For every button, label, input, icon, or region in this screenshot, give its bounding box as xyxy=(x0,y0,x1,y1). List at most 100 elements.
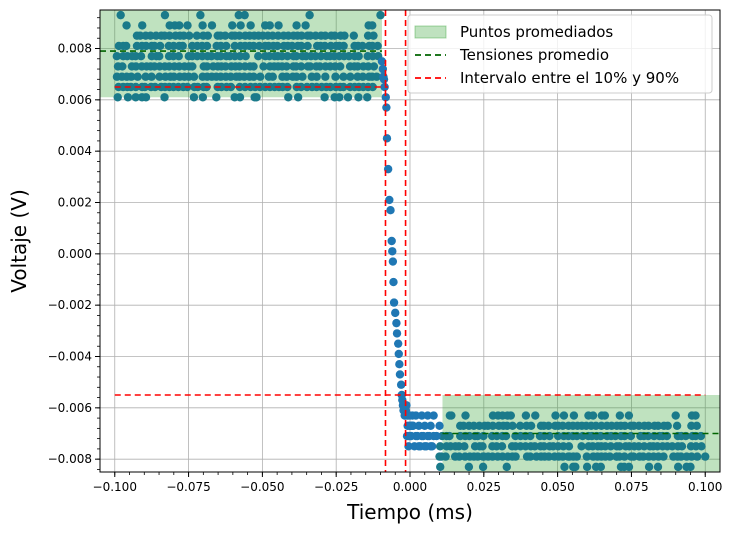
averaged-point xyxy=(441,452,450,461)
averaged-point xyxy=(558,421,567,430)
averaged-point xyxy=(235,31,244,40)
y-axis-title: Voltaje (V) xyxy=(7,189,31,293)
averaged-point xyxy=(565,452,574,461)
data-point xyxy=(388,247,397,256)
averaged-point xyxy=(202,41,212,51)
data-point xyxy=(419,431,428,441)
scatter-points xyxy=(112,10,710,472)
averaged-point xyxy=(228,21,237,30)
averaged-point xyxy=(435,442,445,451)
y-tick-label: 0.006 xyxy=(58,93,92,107)
averaged-point xyxy=(620,452,629,461)
averaged-point xyxy=(155,41,165,51)
averaged-point xyxy=(559,411,569,420)
averaged-point xyxy=(207,21,217,30)
averaged-point xyxy=(369,31,378,40)
averaged-point xyxy=(303,41,312,51)
averaged-point xyxy=(560,462,569,472)
averaged-point xyxy=(268,72,277,81)
averaged-point xyxy=(236,21,245,30)
data-point xyxy=(392,329,402,338)
y-tick-label: 0.008 xyxy=(58,42,92,56)
averaged-point xyxy=(188,62,197,71)
averaged-point xyxy=(165,31,174,40)
averaged-point xyxy=(292,72,301,81)
averaged-point xyxy=(624,462,634,472)
averaged-point xyxy=(612,452,621,461)
averaged-point xyxy=(203,31,213,40)
x-tick-label: −0.025 xyxy=(314,480,358,494)
averaged-point xyxy=(349,31,359,40)
averaged-point xyxy=(112,52,122,61)
averaged-point xyxy=(478,442,487,451)
data-point xyxy=(420,421,429,430)
averaged-point xyxy=(122,21,131,30)
x-tick-label: 0.000 xyxy=(393,480,427,494)
averaged-point xyxy=(234,10,243,20)
y-tick-label: −0.008 xyxy=(48,452,92,466)
averaged-point xyxy=(479,452,489,461)
averaged-point xyxy=(131,93,140,102)
averaged-point xyxy=(624,411,634,420)
averaged-point xyxy=(435,452,444,461)
averaged-point xyxy=(116,10,125,20)
averaged-point xyxy=(118,62,127,71)
averaged-point xyxy=(259,62,268,71)
data-point xyxy=(388,257,398,266)
averaged-point xyxy=(692,421,701,430)
data-point xyxy=(411,411,421,420)
averaged-point xyxy=(564,442,574,451)
averaged-point xyxy=(249,62,258,71)
averaged-point xyxy=(572,452,582,461)
averaged-point xyxy=(189,72,199,81)
averaged-point xyxy=(503,411,512,420)
averaged-point xyxy=(127,72,136,81)
averaged-point xyxy=(691,411,700,420)
averaged-point xyxy=(478,462,488,472)
averaged-point xyxy=(521,411,531,420)
averaged-point xyxy=(511,452,520,461)
averaged-point xyxy=(254,52,263,61)
averaged-point xyxy=(221,31,230,40)
data-point xyxy=(395,370,405,379)
averaged-point xyxy=(189,93,199,102)
data-point xyxy=(417,411,427,420)
averaged-point xyxy=(131,62,141,71)
data-point xyxy=(377,57,387,66)
data-point xyxy=(382,134,392,143)
averaged-point xyxy=(174,52,183,61)
data-point xyxy=(429,411,438,420)
data-point xyxy=(393,339,403,348)
averaged-point xyxy=(249,72,258,81)
data-point xyxy=(396,380,406,389)
x-tick-label: 0.050 xyxy=(540,480,574,494)
averaged-point xyxy=(508,421,517,430)
data-point xyxy=(410,442,419,451)
x-tick-label: 0.075 xyxy=(614,480,648,494)
averaged-point xyxy=(551,411,560,420)
averaged-point xyxy=(255,41,264,51)
averaged-point xyxy=(644,421,653,430)
averaged-point xyxy=(697,442,706,451)
legend-box xyxy=(407,14,713,94)
averaged-point xyxy=(321,31,330,40)
averaged-point xyxy=(376,10,385,20)
x-tick-label: −0.075 xyxy=(166,480,210,494)
averaged-point xyxy=(673,462,683,472)
averaged-point xyxy=(226,82,236,92)
x-axis-title: Tiempo (ms) xyxy=(346,500,473,524)
averaged-point xyxy=(653,462,663,472)
data-point xyxy=(426,421,435,430)
averaged-point xyxy=(297,41,306,51)
averaged-point xyxy=(663,421,672,430)
averaged-point xyxy=(283,52,292,61)
averaged-point xyxy=(653,421,663,430)
averaged-point xyxy=(296,62,306,71)
averaged-point xyxy=(335,62,345,71)
averaged-point xyxy=(335,93,344,102)
averaged-point xyxy=(198,93,208,102)
y-tick-label: −0.006 xyxy=(48,401,92,415)
averaged-point xyxy=(113,93,122,102)
data-point xyxy=(389,298,399,307)
